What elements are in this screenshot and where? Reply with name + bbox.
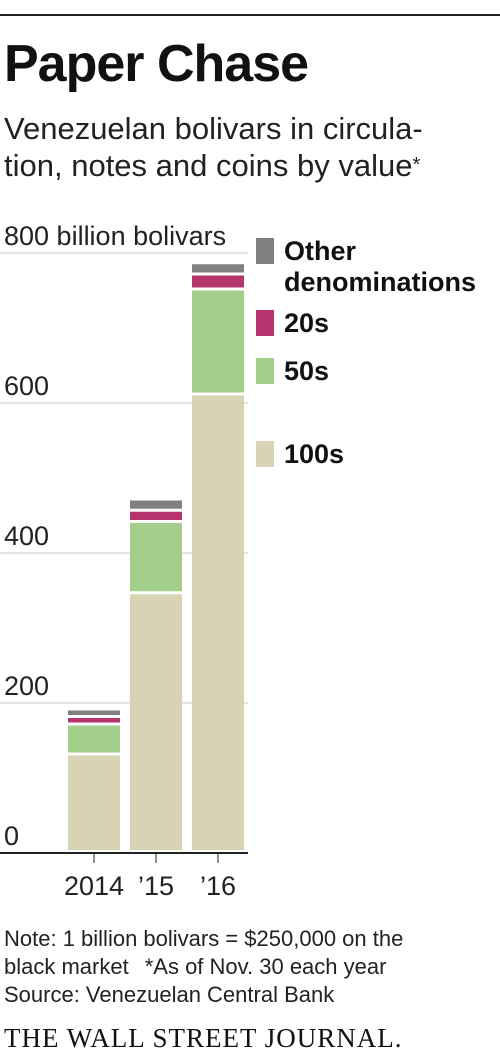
y-tick-label: 0 (4, 821, 19, 851)
y-tick-label: 400 (4, 521, 49, 551)
legend-swatch (256, 358, 274, 384)
note-line-1: Note: 1 billion bolivars = $250,000 on t… (4, 926, 404, 951)
legend-swatch (256, 441, 274, 467)
publisher-logo: THE WALL STREET JOURNAL. (4, 1023, 403, 1053)
bar-segment (192, 275, 244, 288)
bar-segment (192, 290, 244, 393)
legend-label-line: Other (284, 236, 357, 266)
note-black-market: black market (4, 954, 129, 979)
bar-segment (68, 718, 120, 723)
bar-segment (68, 725, 120, 753)
legend-label: 50s (284, 356, 329, 386)
legend-label: 100s (284, 439, 344, 469)
footnote: Note: 1 billion bolivars = $250,000 on t… (4, 925, 496, 1009)
stacked-bar-chart: 0 200 400 600 800 billion bolivars 2014 ’15 ’16… (0, 221, 476, 901)
bar-segment (192, 264, 244, 273)
bar-segment (192, 395, 244, 850)
note-as-of: *As of Nov. 30 each year (144, 954, 387, 979)
legend-swatch (256, 238, 274, 264)
chart-title: Paper Chase (4, 35, 309, 93)
legend-label-line: denominations (284, 267, 476, 297)
x-tick-label: ’16 (200, 871, 236, 901)
source-line: Source: Venezuelan Central Bank (4, 982, 335, 1007)
y-tick-label: 800 billion bolivars (4, 221, 226, 251)
legend-label: 20s (284, 308, 329, 338)
bars (68, 264, 244, 850)
legend-label: Other denominations (284, 236, 476, 297)
chart-subtitle: Venezuelan bolivars in circula- tion, no… (4, 110, 484, 184)
axes: 0 200 400 600 800 billion bolivars 2014 ’15 ’16 (0, 221, 248, 901)
subtitle-text: Venezuelan bolivars in circula- tion, no… (4, 111, 423, 183)
y-tick-label: 600 (4, 371, 49, 401)
top-rule (0, 14, 500, 16)
x-tick-label: 2014 (64, 871, 124, 901)
bar-segment (68, 710, 120, 715)
subtitle-asterisk: * (412, 154, 421, 176)
bar-segment (130, 523, 182, 592)
bar-segment (130, 500, 182, 509)
y-tick-label: 200 (4, 671, 49, 701)
note-line-2: black market *As of Nov. 30 each year (4, 953, 496, 981)
bar-segment (130, 511, 182, 520)
x-tick-label: ’15 (138, 871, 174, 901)
legend: Other denominations 20s 50s 100s (256, 236, 476, 469)
bar-segment (130, 594, 182, 850)
bar-segment (68, 755, 120, 850)
legend-swatch (256, 310, 274, 336)
